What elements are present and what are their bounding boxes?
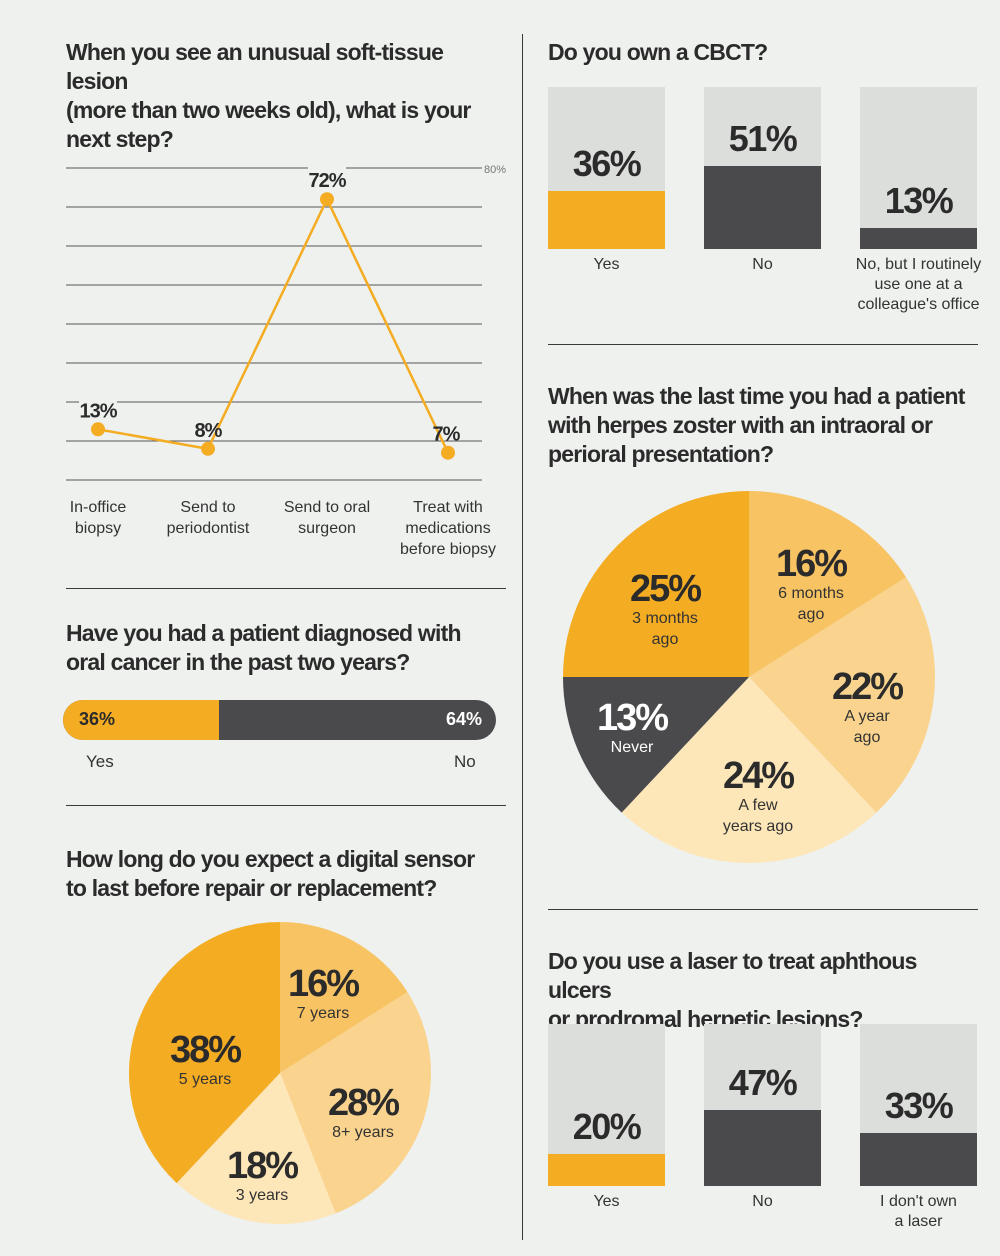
q6-box: 33% [860, 1024, 977, 1186]
q4-box-label: Yes [593, 256, 620, 273]
q4-box-label: No, but I routinely use one at a colleag… [855, 256, 982, 313]
q3-slice-label: 7 years [297, 1005, 349, 1022]
divider-right-1 [548, 344, 978, 345]
q4-title: Do you own a CBCT? [548, 39, 768, 65]
q5-value-label: 24% [723, 755, 794, 797]
q2-no-value: 64% [445, 709, 482, 729]
q5-title: When was the last time you had a patient… [548, 383, 965, 467]
q1-category-label: Treat with medications before biopsy [399, 499, 497, 558]
q6-title: Do you use a laser to treat aphthous ulc… [548, 948, 917, 1032]
q3-slice-label: 8+ years [332, 1124, 394, 1141]
q4-box-value: 13% [884, 180, 954, 221]
q3-value-label: 38% [170, 1029, 241, 1071]
q1-ymax-label: 80% [484, 164, 506, 176]
q1-series-line [97, 196, 450, 454]
q5-slice-label: years ago [723, 818, 793, 835]
q4-box: 51% [704, 87, 821, 249]
q5-slice-label: 6 months [778, 585, 844, 602]
q6-box-value: 20% [572, 1106, 642, 1147]
q5-value-label: 22% [832, 666, 903, 708]
q4-box-fill [704, 166, 821, 249]
column-divider [522, 34, 523, 1240]
q4-box-value: 51% [728, 118, 798, 159]
q1-point [320, 192, 334, 207]
q6-box-value: 33% [884, 1085, 954, 1126]
q1-value-label: 7% [433, 424, 461, 446]
q6-box-label: No [752, 1193, 773, 1210]
q1-value-label: 13% [79, 400, 117, 422]
q3-value-label: 16% [288, 963, 359, 1005]
q6-box-label: Yes [593, 1193, 620, 1210]
q3-slice [280, 992, 432, 1214]
q3-value-label: 28% [328, 1082, 399, 1124]
q1-value-label: 8% [195, 420, 223, 442]
q2-title: Have you had a patient diagnosed with or… [66, 620, 462, 675]
q5-slice [621, 677, 877, 863]
q5-value-label: 16% [776, 543, 847, 585]
q5-slice-label: 3 months [632, 610, 698, 627]
q4-box-value: 36% [572, 143, 642, 184]
q4-box-fill [860, 228, 977, 249]
q5-slice-label: A year [844, 708, 890, 725]
q1-point [91, 422, 105, 437]
q5-slice [749, 577, 935, 813]
q2-stacked-bar: 36% 64% [63, 700, 496, 740]
q6-box-fill [704, 1110, 821, 1186]
q6-box-label: I don't own a laser [880, 1193, 957, 1230]
q6-box-value: 47% [728, 1062, 798, 1103]
q2-bar-yes [63, 700, 219, 740]
q5-slice-label: ago [854, 729, 881, 746]
q5-slice-label: A few [738, 797, 778, 814]
divider-left-2 [66, 805, 506, 806]
q4-box: 13% [860, 87, 977, 249]
q1-category-label: Send to oral surgeon [283, 499, 371, 537]
q5-slice-label: ago [652, 631, 679, 648]
q2-yes-label: Yes [86, 752, 114, 771]
q5-slice-label: ago [798, 606, 825, 623]
q1-label-bg [79, 396, 117, 419]
q6-box-fill [548, 1154, 665, 1186]
q1-title: When you see an unusual soft-tissue lesi… [66, 39, 471, 152]
q5-slice-label: Never [611, 739, 654, 756]
q6-box: 47% [704, 1024, 821, 1186]
divider-right-2 [548, 909, 978, 910]
q5-slice [563, 677, 749, 813]
q4-box: 36% [548, 87, 665, 249]
q5-slice [749, 491, 907, 677]
q3-slice [280, 922, 408, 1073]
q6-box-fill [860, 1133, 977, 1186]
q1-category-label: Send to periodontist [166, 499, 250, 537]
q1-value-label: 72% [308, 170, 346, 192]
q3-title: How long do you expect a digital sensor … [66, 846, 475, 901]
q5-value-label: 25% [630, 568, 701, 610]
q1-point [201, 441, 215, 456]
divider-left-1 [66, 588, 506, 589]
q4-box-label: No [752, 256, 773, 273]
q3-slice-label: 3 years [236, 1187, 288, 1204]
q2-yes-value: 36% [79, 709, 116, 729]
q1-category-label: In-office biopsy [69, 499, 127, 537]
q4-box-fill [548, 191, 665, 249]
q3-slice [176, 1073, 336, 1224]
q2-no-label: No [454, 752, 476, 771]
q3-slice [129, 922, 280, 1184]
q6-box: 20% [548, 1024, 665, 1186]
q1-label-bg [308, 166, 346, 189]
q1-point [441, 445, 455, 460]
q3-slice-label: 5 years [179, 1071, 231, 1088]
q5-slice [563, 491, 749, 677]
q5-value-label: 13% [597, 697, 668, 739]
q3-value-label: 18% [227, 1145, 298, 1187]
